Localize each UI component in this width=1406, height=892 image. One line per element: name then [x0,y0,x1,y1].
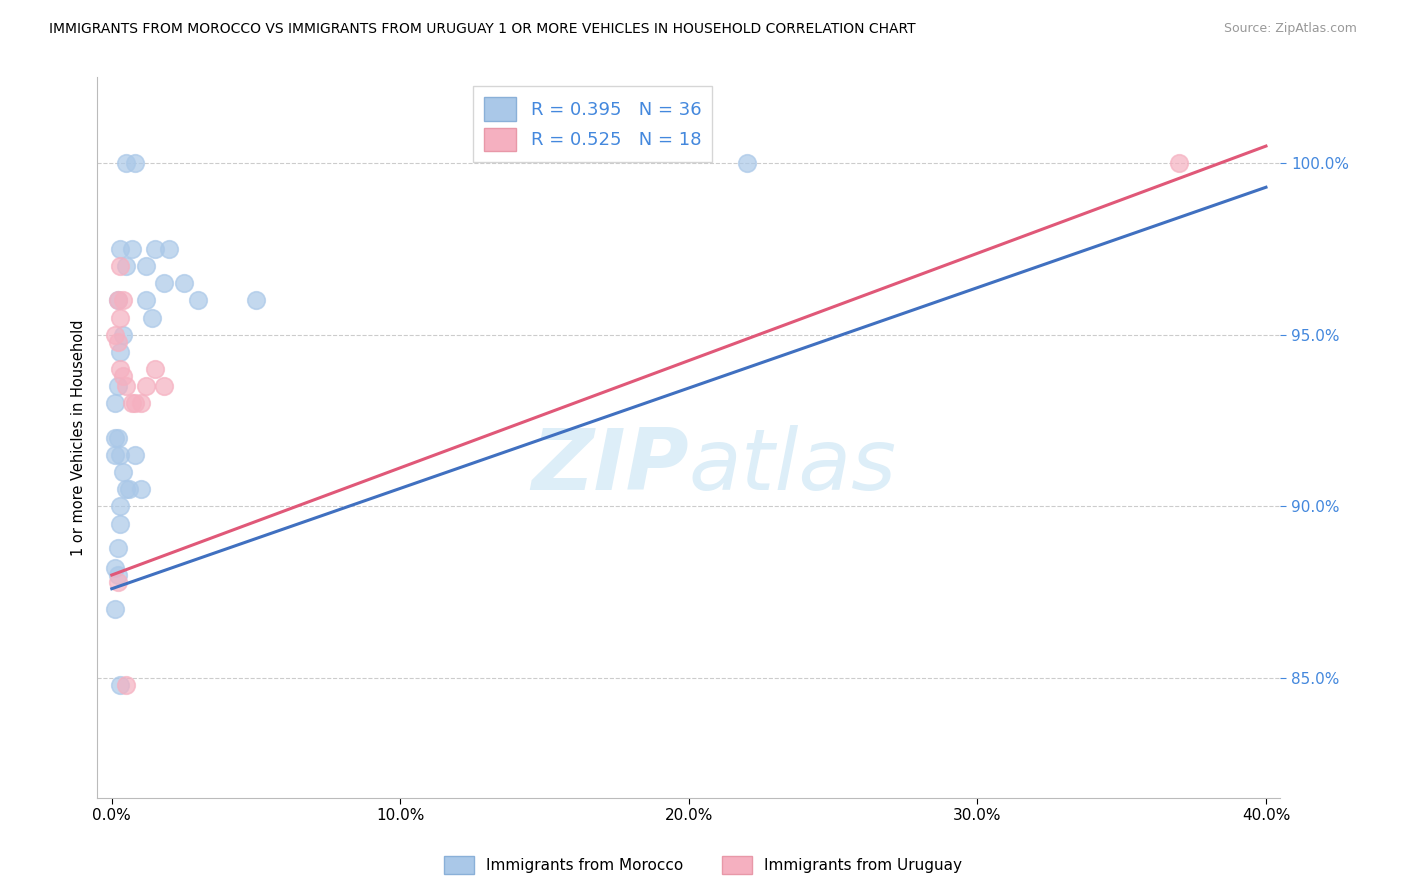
Point [115,482,138,496]
Point [107,568,129,582]
Point [112,327,135,342]
Point [107,293,129,308]
Text: IMMIGRANTS FROM MOROCCO VS IMMIGRANTS FROM URUGUAY 1 OR MORE VEHICLES IN HOUSEHO: IMMIGRANTS FROM MOROCCO VS IMMIGRANTS FR… [49,22,915,37]
Point [152,379,174,393]
Point [107,379,129,393]
Legend: Immigrants from Morocco, Immigrants from Uruguay: Immigrants from Morocco, Immigrants from… [437,850,969,880]
Point [115,156,138,170]
Point [115,678,138,692]
Y-axis label: 1 or more Vehicles in Household: 1 or more Vehicles in Household [72,319,86,556]
Point [110,500,132,514]
Point [104,327,127,342]
Point [110,362,132,376]
Text: atlas: atlas [689,425,897,508]
Point [124,156,146,170]
Point [110,259,132,273]
Point [121,242,143,256]
Point [143,242,166,256]
Point [152,277,174,291]
Point [143,362,166,376]
Point [104,431,127,445]
Point [124,396,146,410]
Point [104,448,127,462]
Point [159,242,181,256]
Point [735,156,758,170]
Point [135,379,157,393]
Point [129,482,152,496]
Point [104,602,127,616]
Point [118,482,141,496]
Text: ZIP: ZIP [531,425,689,508]
Point [1168,156,1191,170]
Point [124,448,146,462]
Point [112,293,135,308]
Point [135,293,157,308]
Point [129,396,152,410]
Point [107,293,129,308]
Point [115,259,138,273]
Point [104,396,127,410]
Point [245,293,267,308]
Point [104,561,127,575]
Point [107,541,129,555]
Point [110,448,132,462]
Legend: R = 0.395   N = 36, R = 0.525   N = 18: R = 0.395 N = 36, R = 0.525 N = 18 [474,87,713,161]
Point [107,431,129,445]
Point [141,310,163,325]
Point [135,259,157,273]
Point [110,242,132,256]
Point [110,345,132,359]
Point [173,277,195,291]
Point [110,516,132,531]
Point [107,334,129,349]
Point [112,369,135,384]
Point [187,293,209,308]
Point [112,465,135,479]
Text: Source: ZipAtlas.com: Source: ZipAtlas.com [1223,22,1357,36]
Point [115,379,138,393]
Point [107,574,129,589]
Point [110,678,132,692]
Point [121,396,143,410]
Point [110,310,132,325]
